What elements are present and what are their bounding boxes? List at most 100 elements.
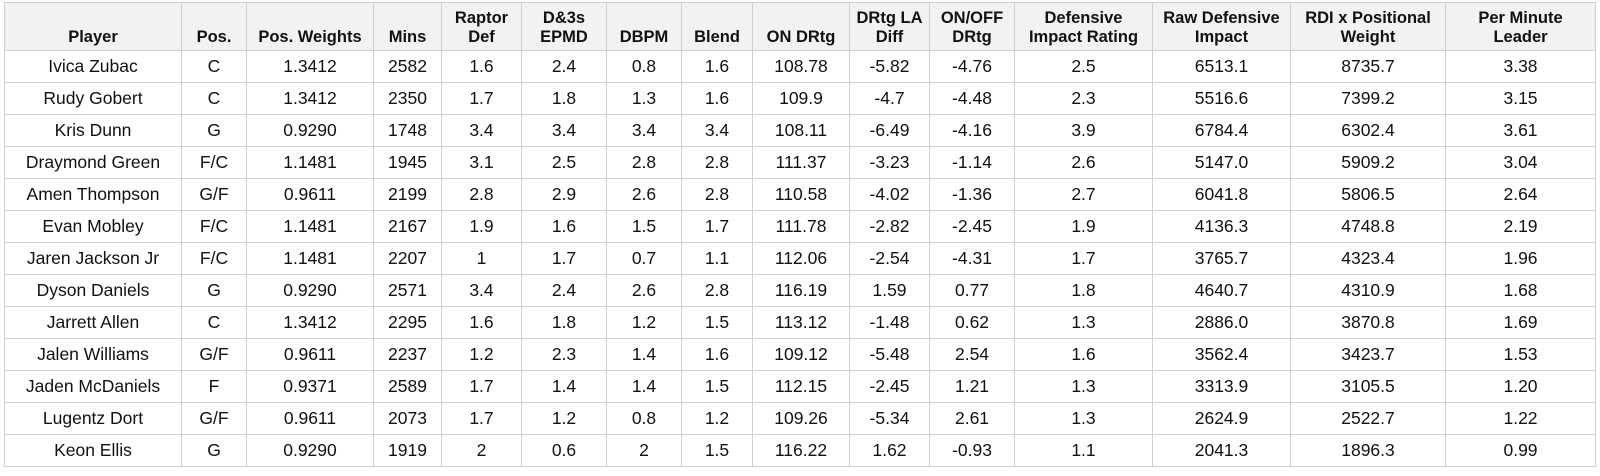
player-name-cell: Lugentz Dort <box>4 402 182 435</box>
table-cell: 3423.7 <box>1290 338 1446 371</box>
table-cell: 6302.4 <box>1290 114 1446 147</box>
column-header: Blend <box>681 2 753 51</box>
table-cell: 1.1 <box>681 242 753 275</box>
table-cell: 2.8 <box>681 146 753 179</box>
table-cell: 3.38 <box>1445 50 1596 83</box>
table-cell: 1.7 <box>441 402 522 435</box>
table-cell: 108.11 <box>752 114 850 147</box>
table-cell: 1.59 <box>849 274 930 307</box>
table-cell: 2.6 <box>606 274 682 307</box>
table-cell: C <box>181 50 247 83</box>
table-cell: 2295 <box>373 306 442 339</box>
table-cell: 3.61 <box>1445 114 1596 147</box>
table-cell: 1919 <box>373 434 442 467</box>
table-cell: -2.45 <box>929 210 1015 243</box>
header-row: Player Pos. Pos. Weights Mins Raptor Def D&3s… <box>4 2 1596 51</box>
table-cell: 1.7 <box>681 210 753 243</box>
table-cell: 2.9 <box>521 178 607 211</box>
table-cell: 116.19 <box>752 274 850 307</box>
table-cell: 2073 <box>373 402 442 435</box>
table-cell: 116.22 <box>752 434 850 467</box>
table-cell: 2886.0 <box>1152 306 1291 339</box>
table-row: Kris Dunn G 0.9290 1748 3.4 3.4 3.4 3.4 108.11 -6… <box>4 114 1596 147</box>
table-row: Jalen Williams G/F 0.9611 2237 1.2 2.3 1.4 1.6 1… <box>4 338 1596 371</box>
table-cell: 1.6 <box>441 306 522 339</box>
table-cell: 6041.8 <box>1152 178 1291 211</box>
table-cell: 3.4 <box>441 114 522 147</box>
table-cell: -1.14 <box>929 146 1015 179</box>
table-cell: C <box>181 306 247 339</box>
table-cell: 0.7 <box>606 242 682 275</box>
player-name-cell: Keon Ellis <box>4 434 182 467</box>
table-cell: 1.2 <box>681 402 753 435</box>
table-cell: G <box>181 434 247 467</box>
table-cell: 0.62 <box>929 306 1015 339</box>
table-cell: 1.53 <box>1445 338 1596 371</box>
table-cell: 4310.9 <box>1290 274 1446 307</box>
column-header: RDI x Positional Weight <box>1290 2 1446 51</box>
table-cell: 2.54 <box>929 338 1015 371</box>
defensive-stats-table: Player Pos. Pos. Weights Mins Raptor Def D&3s… <box>4 2 1596 467</box>
table-cell: 2.8 <box>681 178 753 211</box>
table-cell: 2.4 <box>521 274 607 307</box>
table-cell: 2624.9 <box>1152 402 1291 435</box>
table-cell: 2589 <box>373 370 442 403</box>
table-cell: 2.61 <box>929 402 1015 435</box>
table-cell: 2.8 <box>441 178 522 211</box>
table-cell: 3.15 <box>1445 82 1596 115</box>
table-cell: -2.82 <box>849 210 930 243</box>
table-row: Evan Mobley F/C 1.1481 2167 1.9 1.6 1.5 1.7 111.… <box>4 210 1596 243</box>
table-cell: 2.8 <box>681 274 753 307</box>
table-cell: 0.9611 <box>246 338 374 371</box>
table-cell: 2 <box>606 434 682 467</box>
table-cell: -5.34 <box>849 402 930 435</box>
table-cell: -0.93 <box>929 434 1015 467</box>
table-cell: 1.9 <box>1014 210 1153 243</box>
table-cell: 2.6 <box>1014 146 1153 179</box>
column-header: ON/OFF DRtg <box>929 2 1015 51</box>
player-name-cell: Dyson Daniels <box>4 274 182 307</box>
table-cell: 2.3 <box>1014 82 1153 115</box>
column-header: Defensive Impact Rating <box>1014 2 1153 51</box>
table-cell: 1.22 <box>1445 402 1596 435</box>
table-cell: 1.7 <box>441 370 522 403</box>
table-cell: -4.02 <box>849 178 930 211</box>
table-cell: 3.4 <box>521 114 607 147</box>
table-cell: 3.04 <box>1445 146 1596 179</box>
table-cell: 2.64 <box>1445 178 1596 211</box>
table-cell: 1.7 <box>1014 242 1153 275</box>
table-cell: 1.96 <box>1445 242 1596 275</box>
table-cell: -4.76 <box>929 50 1015 83</box>
table-cell: F/C <box>181 146 247 179</box>
table-cell: 1.3 <box>1014 402 1153 435</box>
table-cell: 2.5 <box>521 146 607 179</box>
column-header: Raw Defensive Impact <box>1152 2 1291 51</box>
table-cell: 4323.4 <box>1290 242 1446 275</box>
player-name-cell: Draymond Green <box>4 146 182 179</box>
table-cell: 0.8 <box>606 402 682 435</box>
table-cell: 2.8 <box>606 146 682 179</box>
table-cell: 2571 <box>373 274 442 307</box>
table-cell: 3.9 <box>1014 114 1153 147</box>
table-cell: 1.1481 <box>246 242 374 275</box>
table-cell: -4.48 <box>929 82 1015 115</box>
table-cell: F/C <box>181 210 247 243</box>
table-cell: 3313.9 <box>1152 370 1291 403</box>
table-cell: -5.48 <box>849 338 930 371</box>
table-cell: 2.7 <box>1014 178 1153 211</box>
table-cell: 2522.7 <box>1290 402 1446 435</box>
table-row: Ivica Zubac C 1.3412 2582 1.6 2.4 0.8 1.6 108.78… <box>4 50 1596 83</box>
table-cell: 3.1 <box>441 146 522 179</box>
table-cell: 1.1481 <box>246 146 374 179</box>
table-cell: C <box>181 82 247 115</box>
table-cell: F <box>181 370 247 403</box>
table-cell: 3105.5 <box>1290 370 1446 403</box>
table-cell: 4640.7 <box>1152 274 1291 307</box>
table-cell: -5.82 <box>849 50 930 83</box>
table-cell: 2.19 <box>1445 210 1596 243</box>
table-row: Jaren Jackson Jr F/C 1.1481 2207 1 1.7 0.7 1.1 1… <box>4 242 1596 275</box>
table-cell: 6513.1 <box>1152 50 1291 83</box>
table-cell: 5909.2 <box>1290 146 1446 179</box>
table-cell: 1.3412 <box>246 82 374 115</box>
table-cell: 111.37 <box>752 146 850 179</box>
